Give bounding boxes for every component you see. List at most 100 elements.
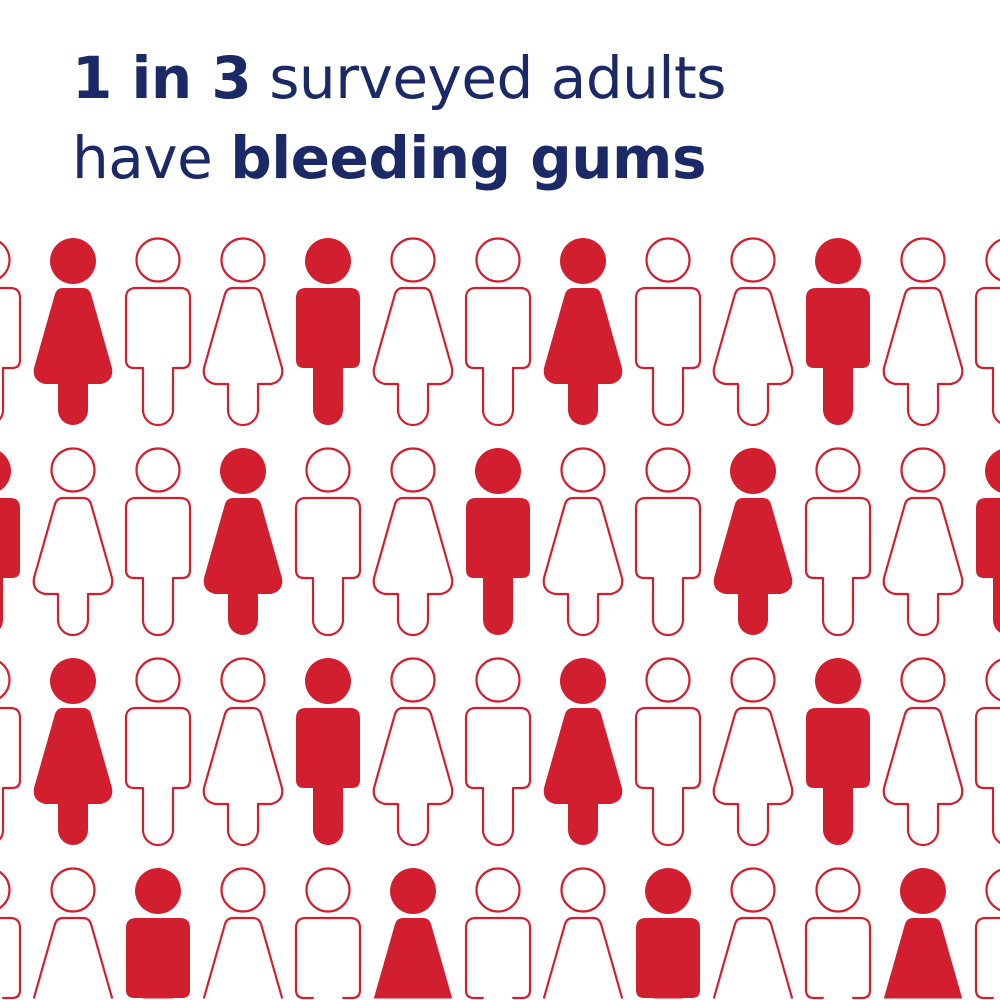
person-body <box>712 286 794 427</box>
person-head <box>305 867 351 913</box>
person-figure-female <box>202 237 284 427</box>
person-body <box>202 916 284 999</box>
person-figure-male <box>974 238 1000 424</box>
person-body <box>464 916 532 1000</box>
person-head <box>220 448 266 494</box>
person-figure-female <box>202 867 284 999</box>
person-head <box>900 237 946 283</box>
person-body <box>976 498 1000 633</box>
person-head <box>815 447 861 493</box>
person-figure-female <box>542 447 624 637</box>
person-figure-male <box>634 447 702 637</box>
person-figure-male <box>0 870 22 1000</box>
person-figure-male <box>464 237 532 427</box>
person-head <box>50 447 96 493</box>
person-body <box>124 496 192 637</box>
person-body <box>203 498 283 635</box>
person-figure-female <box>372 237 454 427</box>
person-head <box>135 237 181 283</box>
person-body <box>712 706 794 847</box>
person-body <box>804 496 872 637</box>
person-head <box>985 658 1000 702</box>
person-body <box>373 918 453 999</box>
person-figure-male-highlighted <box>466 448 530 635</box>
headline-stat: 1 in 3 <box>72 44 252 112</box>
person-body <box>32 916 114 999</box>
person-figure-female-highlighted <box>373 868 453 999</box>
person-head <box>645 868 691 914</box>
person-figure-female <box>882 657 964 847</box>
person-head <box>815 238 861 284</box>
person-body <box>634 706 702 847</box>
person-figure-male-highlighted <box>296 658 360 845</box>
person-figure-male <box>804 867 872 1000</box>
person-figure-male <box>464 657 532 847</box>
person-body <box>372 496 454 637</box>
person-head <box>50 658 96 704</box>
person-figure-female <box>882 237 964 427</box>
person-figure-female <box>882 447 964 637</box>
person-body <box>806 708 870 845</box>
person-body <box>124 706 192 847</box>
person-body <box>974 916 1000 1000</box>
person-body <box>32 496 114 637</box>
person-head <box>730 657 776 703</box>
headline-emphasis: bleeding gums <box>230 124 706 192</box>
person-head <box>985 238 1000 282</box>
person-head <box>985 868 1000 912</box>
person-figure-female-highlighted <box>543 658 623 845</box>
person-figure-male <box>804 447 872 637</box>
person-body <box>464 286 532 427</box>
person-head <box>475 237 521 283</box>
person-body <box>33 708 113 845</box>
person-figure-female-highlighted <box>543 238 623 425</box>
headline-text: have <box>72 124 231 192</box>
person-figure-female-highlighted <box>713 448 793 635</box>
person-head <box>390 447 436 493</box>
person-figure-male <box>124 237 192 427</box>
person-body <box>202 706 284 847</box>
person-figure-male <box>974 868 1000 1000</box>
person-head <box>220 237 266 283</box>
person-figure-female <box>712 867 794 999</box>
person-body <box>126 918 190 999</box>
person-figure-male <box>0 660 22 841</box>
person-body <box>713 498 793 635</box>
headline-line-2: have bleeding gums <box>72 118 726 198</box>
person-body <box>294 916 362 1000</box>
person-figure-male <box>124 447 192 637</box>
person-head <box>0 451 11 491</box>
person-body <box>634 496 702 637</box>
person-figure-female <box>32 447 114 637</box>
person-figure-female <box>712 237 794 427</box>
person-figure-female <box>202 657 284 847</box>
person-body <box>372 286 454 427</box>
person-figure-male-highlighted <box>296 238 360 425</box>
person-figure-male <box>0 240 22 421</box>
person-body <box>124 286 192 427</box>
person-body <box>296 288 360 425</box>
person-body <box>636 918 700 999</box>
person-head <box>0 870 11 910</box>
person-figure-male-highlighted <box>636 868 700 999</box>
person-body <box>882 496 964 637</box>
person-figure-male <box>634 237 702 427</box>
headline: 1 in 3 surveyed adults have bleeding gum… <box>72 38 727 198</box>
person-head <box>135 447 181 493</box>
person-head <box>645 657 691 703</box>
person-head <box>50 867 96 913</box>
person-body <box>804 916 872 1000</box>
person-body <box>712 916 794 999</box>
person-figure-female-highlighted <box>203 448 283 635</box>
person-head <box>900 657 946 703</box>
person-head <box>475 657 521 703</box>
person-figure-male <box>974 658 1000 844</box>
person-head <box>390 657 436 703</box>
person-head <box>220 657 266 703</box>
person-body <box>634 286 702 427</box>
person-body <box>974 286 1000 424</box>
person-head <box>135 868 181 914</box>
person-figure-female <box>32 867 114 999</box>
person-body <box>0 498 20 629</box>
